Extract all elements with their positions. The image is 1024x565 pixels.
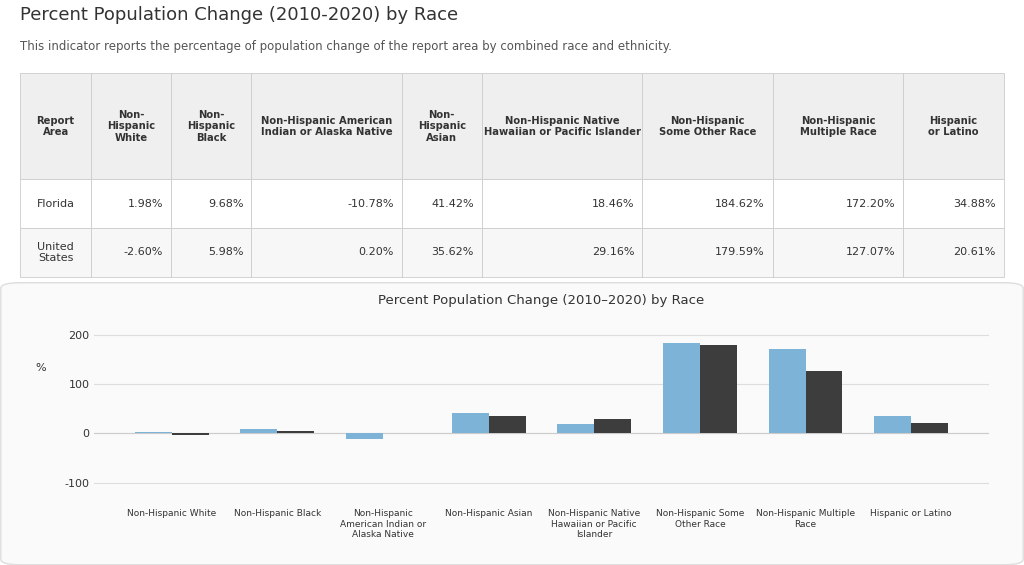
Text: 184.62%: 184.62%	[716, 199, 765, 208]
Bar	[251, 179, 401, 228]
Bar	[874, 416, 911, 433]
Bar	[171, 179, 251, 228]
Bar	[452, 413, 488, 433]
Text: United
States: United States	[37, 242, 74, 263]
Bar	[171, 73, 251, 179]
Bar	[346, 433, 383, 439]
Title: Percent Population Change (2010–2020) by Race: Percent Population Change (2010–2020) by…	[378, 294, 705, 307]
Text: Non-
Hispanic
Black: Non- Hispanic Black	[187, 110, 236, 143]
Text: 29.16%: 29.16%	[592, 247, 635, 258]
Bar	[773, 179, 903, 228]
Text: Florida: Florida	[37, 199, 75, 208]
Text: 34.88%: 34.88%	[953, 199, 995, 208]
Text: -10.78%: -10.78%	[347, 199, 394, 208]
Text: Report
Area: Report Area	[37, 115, 75, 137]
Bar	[769, 349, 806, 433]
Bar	[401, 179, 482, 228]
Bar	[557, 424, 594, 433]
Bar	[135, 432, 172, 433]
Text: 5.98%: 5.98%	[208, 247, 244, 258]
Text: Non-Hispanic
Some Other Race: Non-Hispanic Some Other Race	[658, 115, 757, 137]
Bar	[773, 228, 903, 277]
Text: 127.07%: 127.07%	[846, 247, 895, 258]
Text: 0.20%: 0.20%	[358, 247, 394, 258]
Bar	[911, 423, 948, 433]
Bar	[172, 433, 209, 434]
Text: %: %	[35, 363, 46, 373]
Text: Non-Hispanic
Multiple Race: Non-Hispanic Multiple Race	[800, 115, 877, 137]
Text: Non-
Hispanic
White: Non- Hispanic White	[106, 110, 155, 143]
Text: Non-
Hispanic
Asian: Non- Hispanic Asian	[418, 110, 466, 143]
Bar	[401, 228, 482, 277]
Text: Non-Hispanic Native
Hawaiian or Pacific Islander: Non-Hispanic Native Hawaiian or Pacific …	[483, 115, 641, 137]
Text: 1.98%: 1.98%	[128, 199, 163, 208]
Text: Percent Population Change (2010-2020) by Race: Percent Population Change (2010-2020) by…	[20, 6, 459, 24]
Bar	[663, 342, 700, 433]
Bar	[642, 179, 773, 228]
Bar	[278, 431, 314, 433]
Bar	[251, 228, 401, 277]
Bar	[903, 228, 1004, 277]
Bar	[482, 73, 642, 179]
Text: 18.46%: 18.46%	[592, 199, 635, 208]
Bar	[91, 179, 171, 228]
Text: 41.42%: 41.42%	[431, 199, 474, 208]
Bar	[642, 73, 773, 179]
Bar	[241, 429, 278, 433]
Bar	[20, 228, 91, 277]
Text: 35.62%: 35.62%	[432, 247, 474, 258]
Bar	[488, 416, 525, 433]
Text: 172.20%: 172.20%	[846, 199, 895, 208]
FancyBboxPatch shape	[1, 282, 1023, 565]
Bar	[773, 73, 903, 179]
Bar	[20, 73, 91, 179]
Text: 9.68%: 9.68%	[208, 199, 244, 208]
Bar	[903, 73, 1004, 179]
Bar	[401, 73, 482, 179]
Bar	[482, 179, 642, 228]
Bar	[642, 228, 773, 277]
Bar	[594, 419, 631, 433]
Bar	[482, 228, 642, 277]
Bar	[903, 179, 1004, 228]
Text: 179.59%: 179.59%	[716, 247, 765, 258]
Bar	[806, 371, 843, 433]
Bar	[20, 179, 91, 228]
Text: 20.61%: 20.61%	[953, 247, 995, 258]
Bar	[251, 73, 401, 179]
Bar	[700, 345, 737, 433]
Text: Hispanic
or Latino: Hispanic or Latino	[928, 115, 979, 137]
Bar	[91, 73, 171, 179]
Text: Non-Hispanic American
Indian or Alaska Native: Non-Hispanic American Indian or Alaska N…	[261, 115, 392, 137]
Bar	[171, 228, 251, 277]
Bar	[91, 228, 171, 277]
Text: This indicator reports the percentage of population change of the report area by: This indicator reports the percentage of…	[20, 40, 673, 53]
Text: -2.60%: -2.60%	[124, 247, 163, 258]
